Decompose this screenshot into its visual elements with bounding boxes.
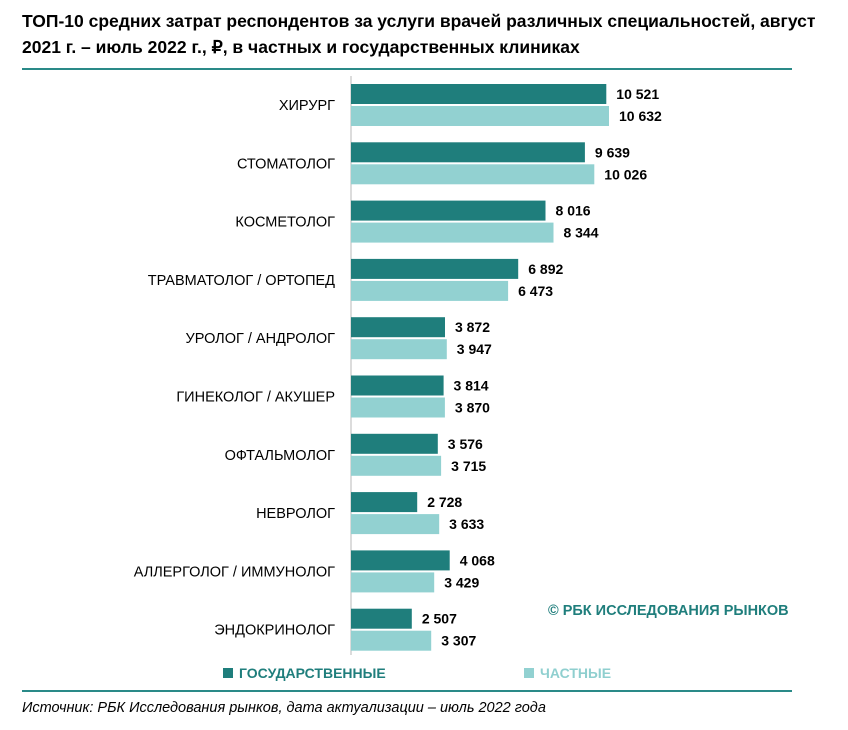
chart-title: ТОП-10 средних затрат респондентов за ус… (22, 11, 816, 57)
bar-private (351, 455, 442, 476)
value-label-state: 9 639 (595, 144, 630, 160)
legend-swatch-private (524, 668, 534, 678)
source-note: Источник: РБК Исследования рынков, дата … (22, 700, 546, 716)
bar-state (351, 608, 412, 629)
value-label-state: 3 872 (455, 319, 490, 335)
value-label-state: 2 507 (422, 611, 457, 627)
bar-state (351, 200, 546, 221)
bar-state (351, 492, 418, 513)
bar-state (351, 433, 438, 454)
copyright-note: © РБК ИССЛЕДОВАНИЯ РЫНКОВ (548, 603, 789, 619)
value-label-private: 10 632 (619, 108, 662, 124)
bar-private (351, 397, 445, 418)
value-label-private: 3 947 (457, 341, 492, 357)
category-label: ТРАВМАТОЛОГ / ОРТОПЕД (148, 273, 335, 289)
category-label: НЕВРОЛОГ (256, 506, 335, 522)
category-label: ГИНЕКОЛОГ / АКУШЕР (176, 390, 335, 406)
bar-state (351, 258, 519, 279)
category-label: КОСМЕТОЛОГ (235, 215, 335, 231)
bar-private (351, 630, 432, 651)
value-label-private: 3 870 (455, 400, 490, 416)
category-label: ХИРУРГ (279, 98, 335, 114)
bar-private (351, 106, 609, 126)
value-label-private: 8 344 (563, 225, 598, 241)
category-label: УРОЛОГ / АНДРОЛОГ (186, 331, 336, 347)
value-label-private: 6 473 (518, 283, 553, 299)
value-label-private: 3 429 (444, 574, 479, 590)
value-label-private: 3 715 (451, 458, 486, 474)
bar-private (351, 339, 447, 360)
bar-state (351, 142, 585, 163)
category-label: ОФТАЛЬМОЛОГ (225, 448, 336, 464)
category-label: ЭНДОКРИНОЛОГ (214, 623, 335, 639)
category-label: АЛЛЕРГОЛОГ / ИММУНОЛОГ (134, 564, 335, 580)
legend-label-state: ГОСУДАРСТВЕННЫЕ (239, 665, 386, 681)
legend-swatch-state (223, 668, 233, 678)
value-label-private: 10 026 (604, 166, 647, 182)
footer-divider (22, 690, 792, 692)
value-label-state: 8 016 (556, 203, 591, 219)
bar-state (351, 550, 450, 571)
bar-private (351, 164, 595, 185)
value-label-state: 3 814 (454, 378, 489, 394)
legend-item-private: ЧАСТНЫЕ (524, 665, 611, 681)
bar-chart: ХИРУРГ 10 521 10 632 СТОМАТОЛОГ 9 639 10 026 К… (134, 76, 662, 655)
value-label-private: 3 633 (449, 516, 484, 532)
value-label-state: 2 728 (427, 494, 462, 510)
value-label-state: 4 068 (460, 552, 495, 568)
bar-private (351, 514, 440, 535)
value-label-state: 10 521 (616, 86, 659, 102)
bar-private (351, 222, 554, 243)
bar-state (351, 84, 607, 104)
legend-item-state: ГОСУДАРСТВЕННЫЕ (223, 665, 386, 681)
bar-state (351, 375, 444, 396)
bar-private (351, 280, 509, 301)
legend-label-private: ЧАСТНЫЕ (540, 665, 612, 681)
bar-private (351, 572, 435, 593)
title-divider (22, 68, 792, 70)
value-label-private: 3 307 (441, 633, 476, 649)
bar-state (351, 317, 445, 338)
category-label: СТОМАТОЛОГ (237, 156, 335, 172)
value-label-state: 6 892 (528, 261, 563, 277)
value-label-state: 3 576 (448, 436, 483, 452)
